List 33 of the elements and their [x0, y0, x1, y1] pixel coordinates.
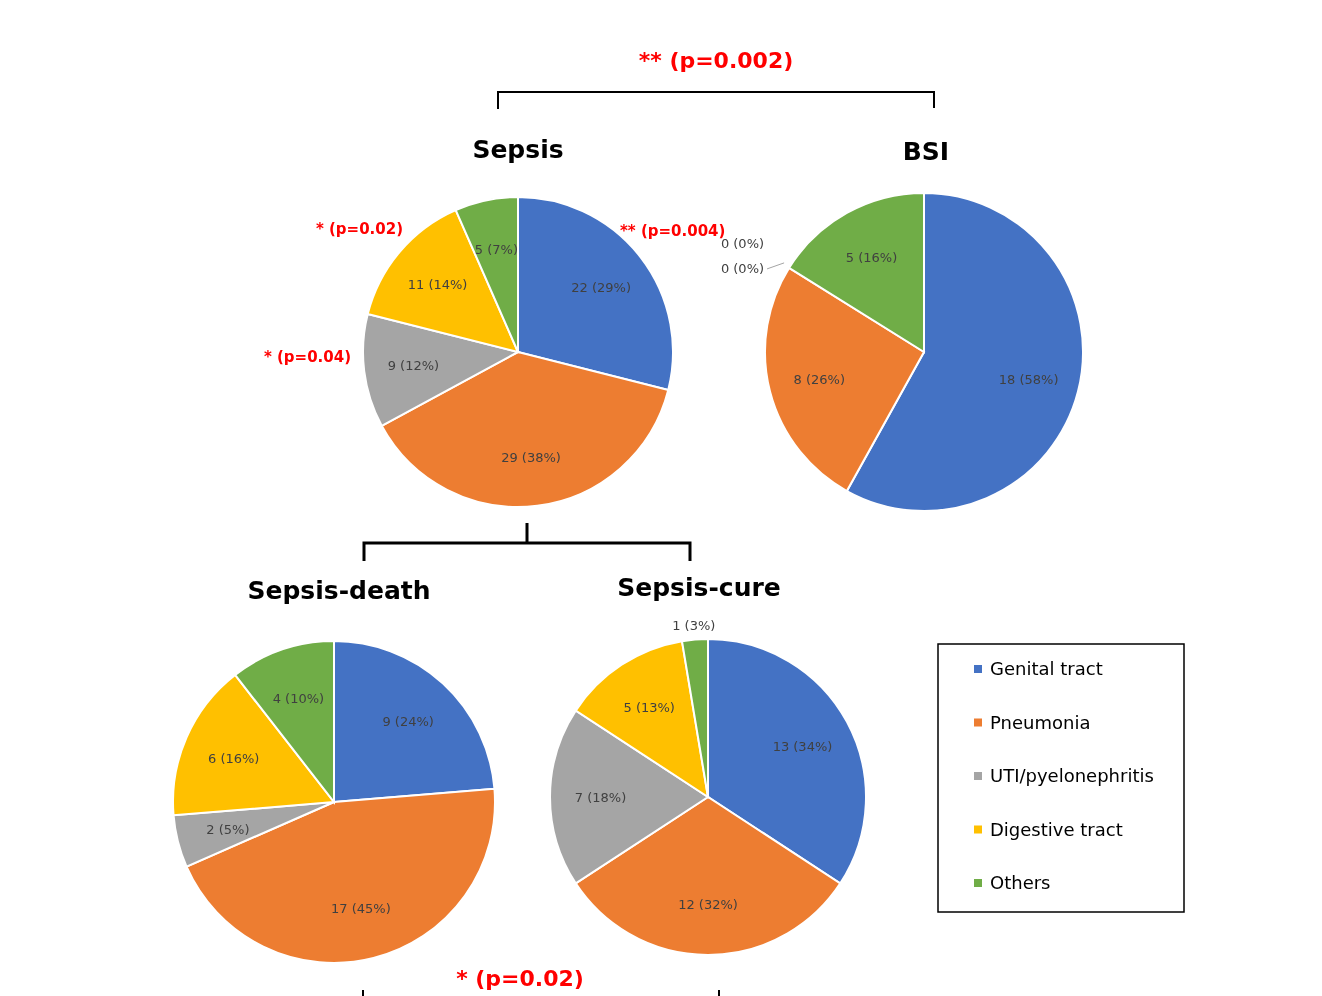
chart-title: Sepsis	[472, 135, 564, 164]
data-label: 2 (5%)	[206, 821, 250, 837]
chart-title: Sepsis-death	[247, 576, 431, 605]
data-label: 9 (24%)	[382, 714, 434, 730]
data-label: 9 (12%)	[387, 358, 440, 374]
data-label: 17 (45%)	[331, 901, 391, 917]
data-label: 4 (10%)	[272, 691, 325, 707]
text: * (p=0.02)	[456, 966, 584, 991]
data-label: 5 (7%)	[474, 241, 518, 257]
data-label: 7 (18%)	[574, 790, 627, 805]
data-label: 12 (32%)	[678, 897, 738, 913]
legend-label: Genital tract	[990, 658, 1103, 679]
chart-title: Sepsis-cure	[617, 573, 781, 602]
data-label: 13 (34%)	[772, 738, 833, 754]
text: ** (p=0.004)	[620, 222, 726, 240]
data-label: 22 (29%)	[571, 280, 632, 296]
data-label: 1 (3%)	[672, 618, 716, 634]
legend-label: Digestive tract	[990, 818, 1123, 840]
data-label: 8 (26%)	[793, 372, 846, 388]
data-label: 29 (38%)	[501, 449, 561, 465]
data-label: 6 (16%)	[208, 751, 260, 767]
legend-label: Others	[990, 872, 1051, 893]
text: * (p=0.04)	[263, 348, 351, 366]
legend-label: Pneumonia	[990, 711, 1091, 733]
data-label: 5 (13%)	[623, 700, 675, 716]
data-label: 18 (58%)	[998, 372, 1059, 388]
text: 0 (0%)	[720, 260, 765, 276]
legend-label: UTI/pyelonephritis	[990, 765, 1154, 786]
text: * (p=0.02)	[315, 220, 403, 238]
chart-title: BSI	[902, 137, 950, 166]
data-label: 11 (14%)	[407, 276, 468, 292]
text: ** (p=0.002)	[638, 48, 794, 73]
data-label: 5 (16%)	[845, 250, 898, 266]
